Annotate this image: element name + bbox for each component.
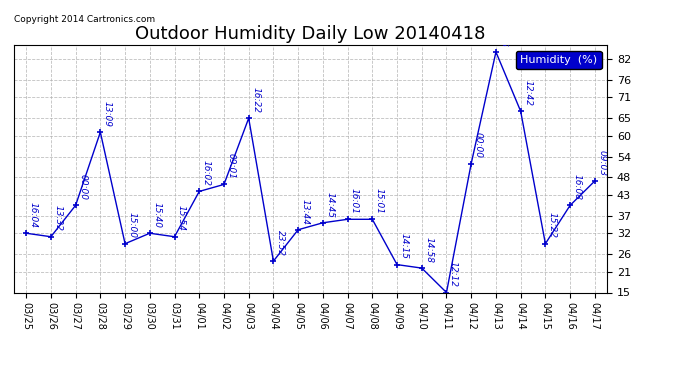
Text: 13:32: 13:32	[53, 206, 62, 231]
Text: 12:55: 12:55	[498, 21, 507, 47]
Text: 09:03: 09:03	[598, 150, 607, 176]
Text: 15:22: 15:22	[548, 213, 557, 238]
Legend: Humidity  (%): Humidity (%)	[515, 51, 602, 69]
Text: 15:40: 15:40	[152, 202, 161, 228]
Text: 16:08: 16:08	[573, 174, 582, 200]
Text: 12:42: 12:42	[523, 80, 532, 106]
Text: Copyright 2014 Cartronics.com: Copyright 2014 Cartronics.com	[14, 15, 155, 24]
Text: 23:52: 23:52	[276, 230, 285, 256]
Text: 15:01: 15:01	[375, 188, 384, 214]
Text: 00:00: 00:00	[78, 174, 87, 200]
Text: 09:01: 09:01	[226, 153, 235, 179]
Text: 13:44: 13:44	[301, 198, 310, 225]
Text: 16:01: 16:01	[350, 188, 359, 214]
Text: 14:15: 14:15	[400, 233, 408, 260]
Title: Outdoor Humidity Daily Low 20140418: Outdoor Humidity Daily Low 20140418	[135, 26, 486, 44]
Text: 12:12: 12:12	[449, 261, 458, 287]
Text: 14:45: 14:45	[326, 192, 335, 217]
Text: 13:09: 13:09	[103, 101, 112, 127]
Text: 16:22: 16:22	[251, 87, 260, 113]
Text: 14:58: 14:58	[424, 237, 433, 263]
Text: 16:02: 16:02	[201, 160, 210, 186]
Text: 15:54: 15:54	[177, 206, 186, 231]
Text: 00:00: 00:00	[474, 132, 483, 158]
Text: 15:00: 15:00	[128, 213, 137, 238]
Text: 16:04: 16:04	[29, 202, 38, 228]
